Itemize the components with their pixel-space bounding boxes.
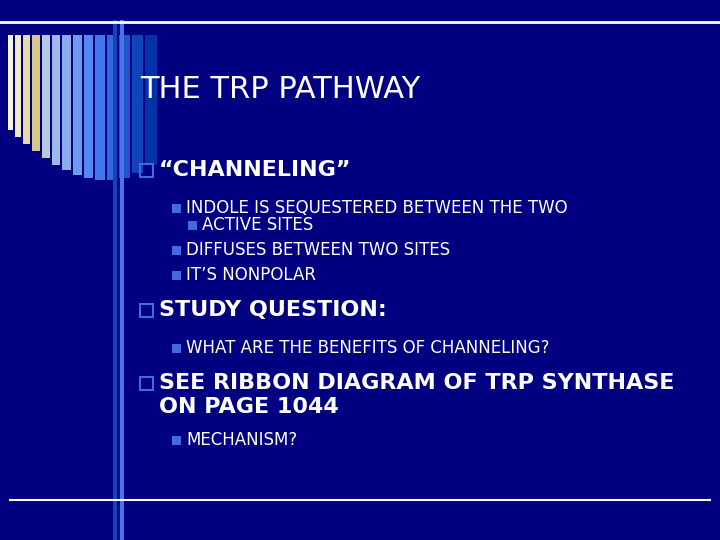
Bar [107,35,117,180]
Bar [172,344,181,353]
Text: ON PAGE 1044: ON PAGE 1044 [159,397,338,417]
Bar [172,204,181,213]
Bar [140,164,153,177]
Text: MECHANISM?: MECHANISM? [186,431,297,449]
Text: WHAT ARE THE BENEFITS OF CHANNELING?: WHAT ARE THE BENEFITS OF CHANNELING? [186,339,549,357]
Bar [62,35,71,170]
Bar [52,35,60,165]
Text: IT’S NONPOLAR: IT’S NONPOLAR [186,266,316,284]
Bar [172,436,181,445]
Bar [95,35,105,180]
Bar [140,377,153,390]
Bar [188,221,197,230]
Bar [15,35,21,137]
Bar [73,35,82,175]
Text: INDOLE IS SEQUESTERED BETWEEN THE TWO: INDOLE IS SEQUESTERED BETWEEN THE TWO [186,199,567,217]
Text: ACTIVE SITES: ACTIVE SITES [202,216,313,234]
Bar [140,304,153,317]
Text: THE TRP PATHWAY: THE TRP PATHWAY [140,76,420,105]
Bar [8,35,13,130]
Bar [120,20,124,540]
Text: DIFFUSES BETWEEN TWO SITES: DIFFUSES BETWEEN TWO SITES [186,241,450,259]
Bar [119,35,130,178]
Bar [145,35,157,165]
Bar [172,246,181,255]
Text: “CHANNELING”: “CHANNELING” [159,160,351,180]
Bar [172,271,181,280]
Bar [42,35,50,158]
Bar [132,35,143,173]
Text: SEE RIBBON DIAGRAM OF TRP SYNTHASE: SEE RIBBON DIAGRAM OF TRP SYNTHASE [159,373,675,393]
Bar [113,20,117,540]
Bar [23,35,30,144]
Text: STUDY QUESTION:: STUDY QUESTION: [159,300,387,320]
Bar [32,35,40,151]
Bar [84,35,93,178]
